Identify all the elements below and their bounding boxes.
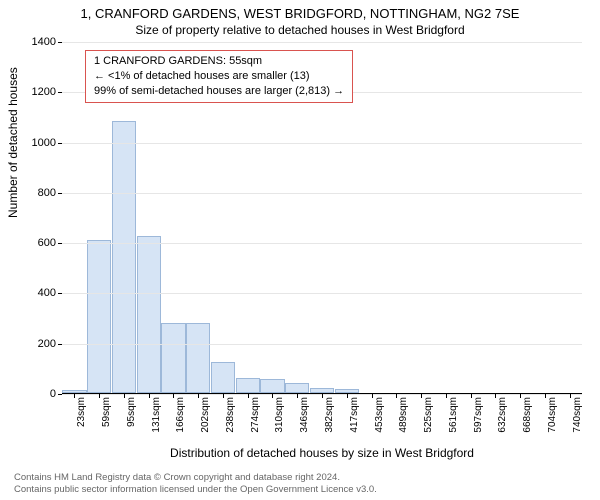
xtick-mark bbox=[223, 394, 224, 398]
ytick-mark bbox=[58, 92, 62, 93]
xtick-mark bbox=[372, 394, 373, 398]
ytick-mark bbox=[58, 243, 62, 244]
xtick-mark bbox=[347, 394, 348, 398]
histogram-bar bbox=[62, 390, 86, 393]
histogram-bar bbox=[137, 236, 161, 393]
ytick-label: 400 bbox=[16, 287, 56, 299]
xtick-label: 59sqm bbox=[101, 397, 112, 447]
histogram-bar bbox=[285, 383, 309, 393]
xtick-label: 346sqm bbox=[299, 397, 310, 447]
ytick-mark bbox=[58, 293, 62, 294]
chart-title-sub: Size of property relative to detached ho… bbox=[0, 23, 600, 37]
xtick-label: 23sqm bbox=[76, 397, 87, 447]
histogram-bar bbox=[236, 378, 260, 393]
annotation-box: 1 CRANFORD GARDENS: 55sqm ← <1% of detac… bbox=[85, 50, 353, 103]
chart-title-main: 1, CRANFORD GARDENS, WEST BRIDGFORD, NOT… bbox=[0, 6, 600, 21]
ytick-label: 1000 bbox=[16, 137, 56, 149]
x-axis-label: Distribution of detached houses by size … bbox=[62, 446, 582, 460]
histogram-bar bbox=[260, 379, 284, 393]
chart-container: 1, CRANFORD GARDENS, WEST BRIDGFORD, NOT… bbox=[0, 0, 600, 500]
annotation-line3: 99% of semi-detached houses are larger (… bbox=[94, 84, 344, 99]
xtick-label: 417sqm bbox=[349, 397, 360, 447]
xtick-label: 131sqm bbox=[151, 397, 162, 447]
ytick-label: 0 bbox=[16, 388, 56, 400]
footer-line2: Contains public sector information licen… bbox=[14, 484, 377, 496]
xtick-mark bbox=[446, 394, 447, 398]
xtick-mark bbox=[545, 394, 546, 398]
gridline bbox=[62, 143, 582, 144]
histogram-bar bbox=[161, 323, 185, 393]
xtick-mark bbox=[99, 394, 100, 398]
ytick-label: 800 bbox=[16, 187, 56, 199]
ytick-label: 1400 bbox=[16, 36, 56, 48]
ytick-mark bbox=[58, 193, 62, 194]
ytick-mark bbox=[58, 394, 62, 395]
ytick-mark bbox=[58, 42, 62, 43]
footer-line1: Contains HM Land Registry data © Crown c… bbox=[14, 472, 377, 484]
xtick-label: 632sqm bbox=[497, 397, 508, 447]
xtick-label: 489sqm bbox=[398, 397, 409, 447]
xtick-label: 274sqm bbox=[250, 397, 261, 447]
xtick-label: 238sqm bbox=[225, 397, 236, 447]
xtick-label: 95sqm bbox=[126, 397, 137, 447]
ytick-mark bbox=[58, 344, 62, 345]
histogram-bar bbox=[211, 362, 235, 393]
xtick-label: 704sqm bbox=[547, 397, 558, 447]
ytick-label: 600 bbox=[16, 237, 56, 249]
xtick-mark bbox=[520, 394, 521, 398]
footer-attribution: Contains HM Land Registry data © Crown c… bbox=[14, 472, 377, 496]
histogram-bar bbox=[335, 389, 359, 393]
ytick-label: 1200 bbox=[16, 86, 56, 98]
xtick-label: 668sqm bbox=[522, 397, 533, 447]
xtick-label: 453sqm bbox=[374, 397, 385, 447]
xtick-mark bbox=[471, 394, 472, 398]
xtick-label: 525sqm bbox=[423, 397, 434, 447]
gridline bbox=[62, 243, 582, 244]
xtick-mark bbox=[149, 394, 150, 398]
xtick-label: 382sqm bbox=[324, 397, 335, 447]
histogram-bar bbox=[310, 388, 334, 393]
gridline bbox=[62, 193, 582, 194]
gridline bbox=[62, 344, 582, 345]
xtick-mark bbox=[570, 394, 571, 398]
histogram-bar bbox=[186, 323, 210, 393]
ytick-label: 200 bbox=[16, 338, 56, 350]
ytick-mark bbox=[58, 143, 62, 144]
xtick-mark bbox=[124, 394, 125, 398]
xtick-mark bbox=[248, 394, 249, 398]
xtick-label: 202sqm bbox=[200, 397, 211, 447]
annotation-line1: 1 CRANFORD GARDENS: 55sqm bbox=[94, 54, 344, 69]
histogram-bar bbox=[87, 240, 111, 393]
histogram-bar bbox=[112, 121, 136, 393]
xtick-label: 310sqm bbox=[274, 397, 285, 447]
gridline bbox=[62, 293, 582, 294]
gridline bbox=[62, 42, 582, 43]
xtick-label: 166sqm bbox=[175, 397, 186, 447]
xtick-mark bbox=[421, 394, 422, 398]
xtick-label: 597sqm bbox=[473, 397, 484, 447]
xtick-mark bbox=[322, 394, 323, 398]
xtick-label: 740sqm bbox=[572, 397, 583, 447]
xtick-label: 561sqm bbox=[448, 397, 459, 447]
annotation-line2: ← <1% of detached houses are smaller (13… bbox=[94, 69, 344, 84]
